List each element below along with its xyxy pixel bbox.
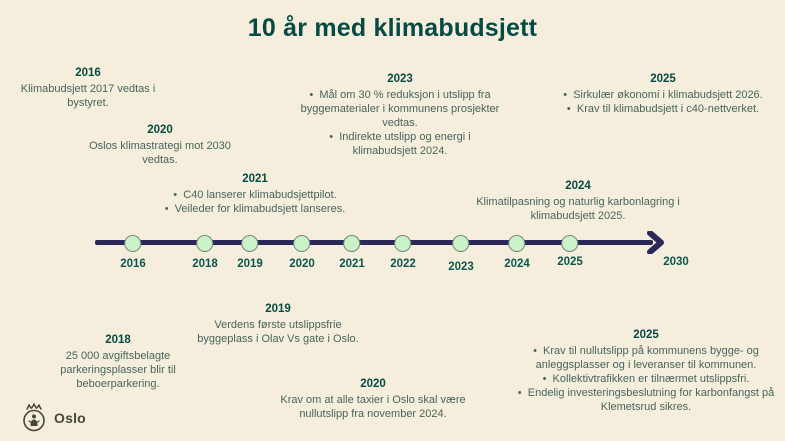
bullet-item: • Veileder for klimabudsjett lanseres. <box>164 202 346 215</box>
event-text: Klimabudsjett 2017 vedtas i bystyret. <box>20 82 156 109</box>
timeline-year-label: 2019 <box>237 258 263 270</box>
bullet-item: • Sirkulær økonomi i klimabudsjett 2026. <box>563 88 763 101</box>
timeline-dot <box>293 235 311 252</box>
bullet-item: • Krav til nullutslipp på kommunens bygg… <box>533 344 759 371</box>
timeline-dot-2024: 2024 <box>504 235 530 270</box>
timeline-dot <box>124 235 142 252</box>
oslo-seal-icon <box>23 403 45 432</box>
event-text: 25 000 avgiftsbelagte parkeringsplasser … <box>60 349 176 390</box>
event-2020-top: 2020 Oslos klimastrategi mot 2030 vedtas… <box>85 123 235 167</box>
event-year: 2019 <box>265 303 291 315</box>
timeline-line <box>95 240 653 245</box>
event-bullet-list: • Sirkulær økonomi i klimabudsjett 2026.… <box>546 88 780 116</box>
timeline-dot <box>508 235 526 252</box>
timeline-dot <box>452 235 470 252</box>
timeline-dot <box>343 235 361 252</box>
bullet-item: • Mål om 30 % reduksjon i utslipp fra by… <box>300 88 500 129</box>
oslo-logo: Oslo <box>21 402 86 433</box>
event-2024: 2024 Klimatilpasning og naturlig karbonl… <box>468 179 688 223</box>
bullet-item: • Indirekte utslipp og energi i klimabud… <box>329 130 471 158</box>
timeline-year-label: 2016 <box>120 258 146 270</box>
event-year: 2025 <box>633 329 659 341</box>
event-2020-bottom: 2020 Krav om at alle taxier i Oslo skal … <box>267 377 479 421</box>
timeline-year-label: 2023 <box>448 261 474 273</box>
event-year: 2020 <box>147 124 173 136</box>
event-text: Verdens første utslippsfrie byggeplass i… <box>197 318 359 345</box>
event-2016: 2016 Klimabudsjett 2017 vedtas i bystyre… <box>18 66 158 110</box>
event-2019: 2019 Verdens første utslippsfrie byggepl… <box>187 302 369 346</box>
timeline-dot <box>394 235 412 252</box>
event-bullet-list: • Krav til nullutslipp på kommunens bygg… <box>508 344 784 414</box>
timeline-dot-2025: 2025 <box>557 235 583 268</box>
event-text: Klimatilpasning og naturlig karbonlagrin… <box>476 195 680 222</box>
timeline-year-label: 2024 <box>504 258 530 270</box>
timeline-dot-2016: 2016 <box>120 235 146 270</box>
bullet-item: • C40 lanserer klimabudsjettpilot. <box>173 188 337 201</box>
timeline-dot-2023: 2023 <box>448 235 474 273</box>
event-bullet-list: • Mål om 30 % reduksjon i utslipp fra by… <box>300 88 500 158</box>
event-2023: 2023 • Mål om 30 % reduksjon i utslipp f… <box>300 72 500 158</box>
timeline-year-label: 2018 <box>192 258 218 270</box>
timeline-dot-2019: 2019 <box>237 235 263 270</box>
timeline-arrow-icon <box>647 231 664 254</box>
timeline-year-label: 2022 <box>390 258 416 270</box>
event-2025-bottom: 2025 • Krav til nullutslipp på kommunens… <box>508 328 784 414</box>
event-year: 2021 <box>242 173 268 185</box>
timeline-year-label: 2020 <box>289 258 315 270</box>
event-year: 2024 <box>565 180 591 192</box>
timeline-end-label: 2030 <box>663 256 689 268</box>
timeline-dot <box>196 235 214 252</box>
timeline-dot-2018: 2018 <box>192 235 218 270</box>
event-text: Oslos klimastrategi mot 2030 vedtas. <box>89 139 231 166</box>
timeline-dot-2020: 2020 <box>289 235 315 270</box>
timeline-dot-2022: 2022 <box>390 235 416 270</box>
event-2018: 2018 25 000 avgiftsbelagte parkeringspla… <box>43 333 193 391</box>
event-bullet-list: • C40 lanserer klimabudsjettpilot. • Veil… <box>145 188 365 216</box>
event-2021: 2021 • C40 lanserer klimabudsjettpilot. •… <box>145 172 365 216</box>
timeline-dot-2021: 2021 <box>339 235 365 270</box>
event-text: Krav om at alle taxier i Oslo skal være … <box>280 393 466 420</box>
timeline-year-label: 2025 <box>557 256 583 268</box>
timeline-year-label: 2021 <box>339 258 365 270</box>
timeline-dot <box>561 235 579 252</box>
event-year: 2016 <box>75 67 101 79</box>
event-year: 2018 <box>105 334 131 346</box>
bullet-item: • Krav til klimabudsjett i c40-nettverke… <box>566 102 760 115</box>
event-year: 2023 <box>387 73 413 85</box>
bullet-item: • Endelig investeringsbeslutning for kar… <box>517 386 775 414</box>
event-2025-top: 2025 • Sirkulær økonomi i klimabudsjett … <box>546 72 780 116</box>
oslo-logo-text: Oslo <box>54 409 86 426</box>
page-title: 10 år med klimabudsjett <box>247 14 538 42</box>
event-year: 2025 <box>650 73 676 85</box>
timeline-dot <box>241 235 259 252</box>
event-year: 2020 <box>360 378 386 390</box>
bullet-item: • Kollektivtrafikken er tilnærmet utslip… <box>542 372 750 385</box>
